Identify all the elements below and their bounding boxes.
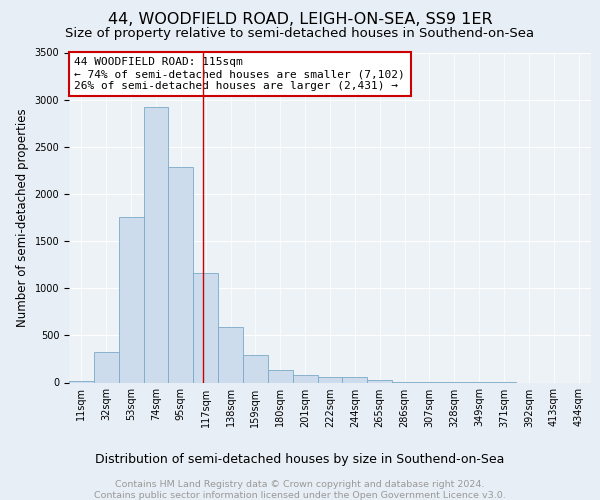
Text: Contains public sector information licensed under the Open Government Licence v3: Contains public sector information licen… <box>94 491 506 500</box>
Bar <box>193 273 218 382</box>
Bar <box>343 378 367 382</box>
Bar <box>268 370 293 382</box>
Bar <box>317 378 343 382</box>
Bar <box>119 216 143 382</box>
Bar <box>293 375 317 382</box>
Text: 44, WOODFIELD ROAD, LEIGH-ON-SEA, SS9 1ER: 44, WOODFIELD ROAD, LEIGH-ON-SEA, SS9 1E… <box>107 12 493 28</box>
Text: Distribution of semi-detached houses by size in Southend-on-Sea: Distribution of semi-detached houses by … <box>95 452 505 466</box>
Bar <box>143 107 169 382</box>
Bar <box>94 352 119 382</box>
Bar <box>169 166 193 382</box>
Bar <box>69 380 94 382</box>
Bar <box>243 355 268 382</box>
Text: 44 WOODFIELD ROAD: 115sqm
← 74% of semi-detached houses are smaller (7,102)
26% : 44 WOODFIELD ROAD: 115sqm ← 74% of semi-… <box>74 58 405 90</box>
Text: Contains HM Land Registry data © Crown copyright and database right 2024.: Contains HM Land Registry data © Crown c… <box>115 480 485 489</box>
Y-axis label: Number of semi-detached properties: Number of semi-detached properties <box>16 108 29 327</box>
Text: Size of property relative to semi-detached houses in Southend-on-Sea: Size of property relative to semi-detach… <box>65 28 535 40</box>
Bar <box>367 380 392 382</box>
Bar <box>218 327 243 382</box>
